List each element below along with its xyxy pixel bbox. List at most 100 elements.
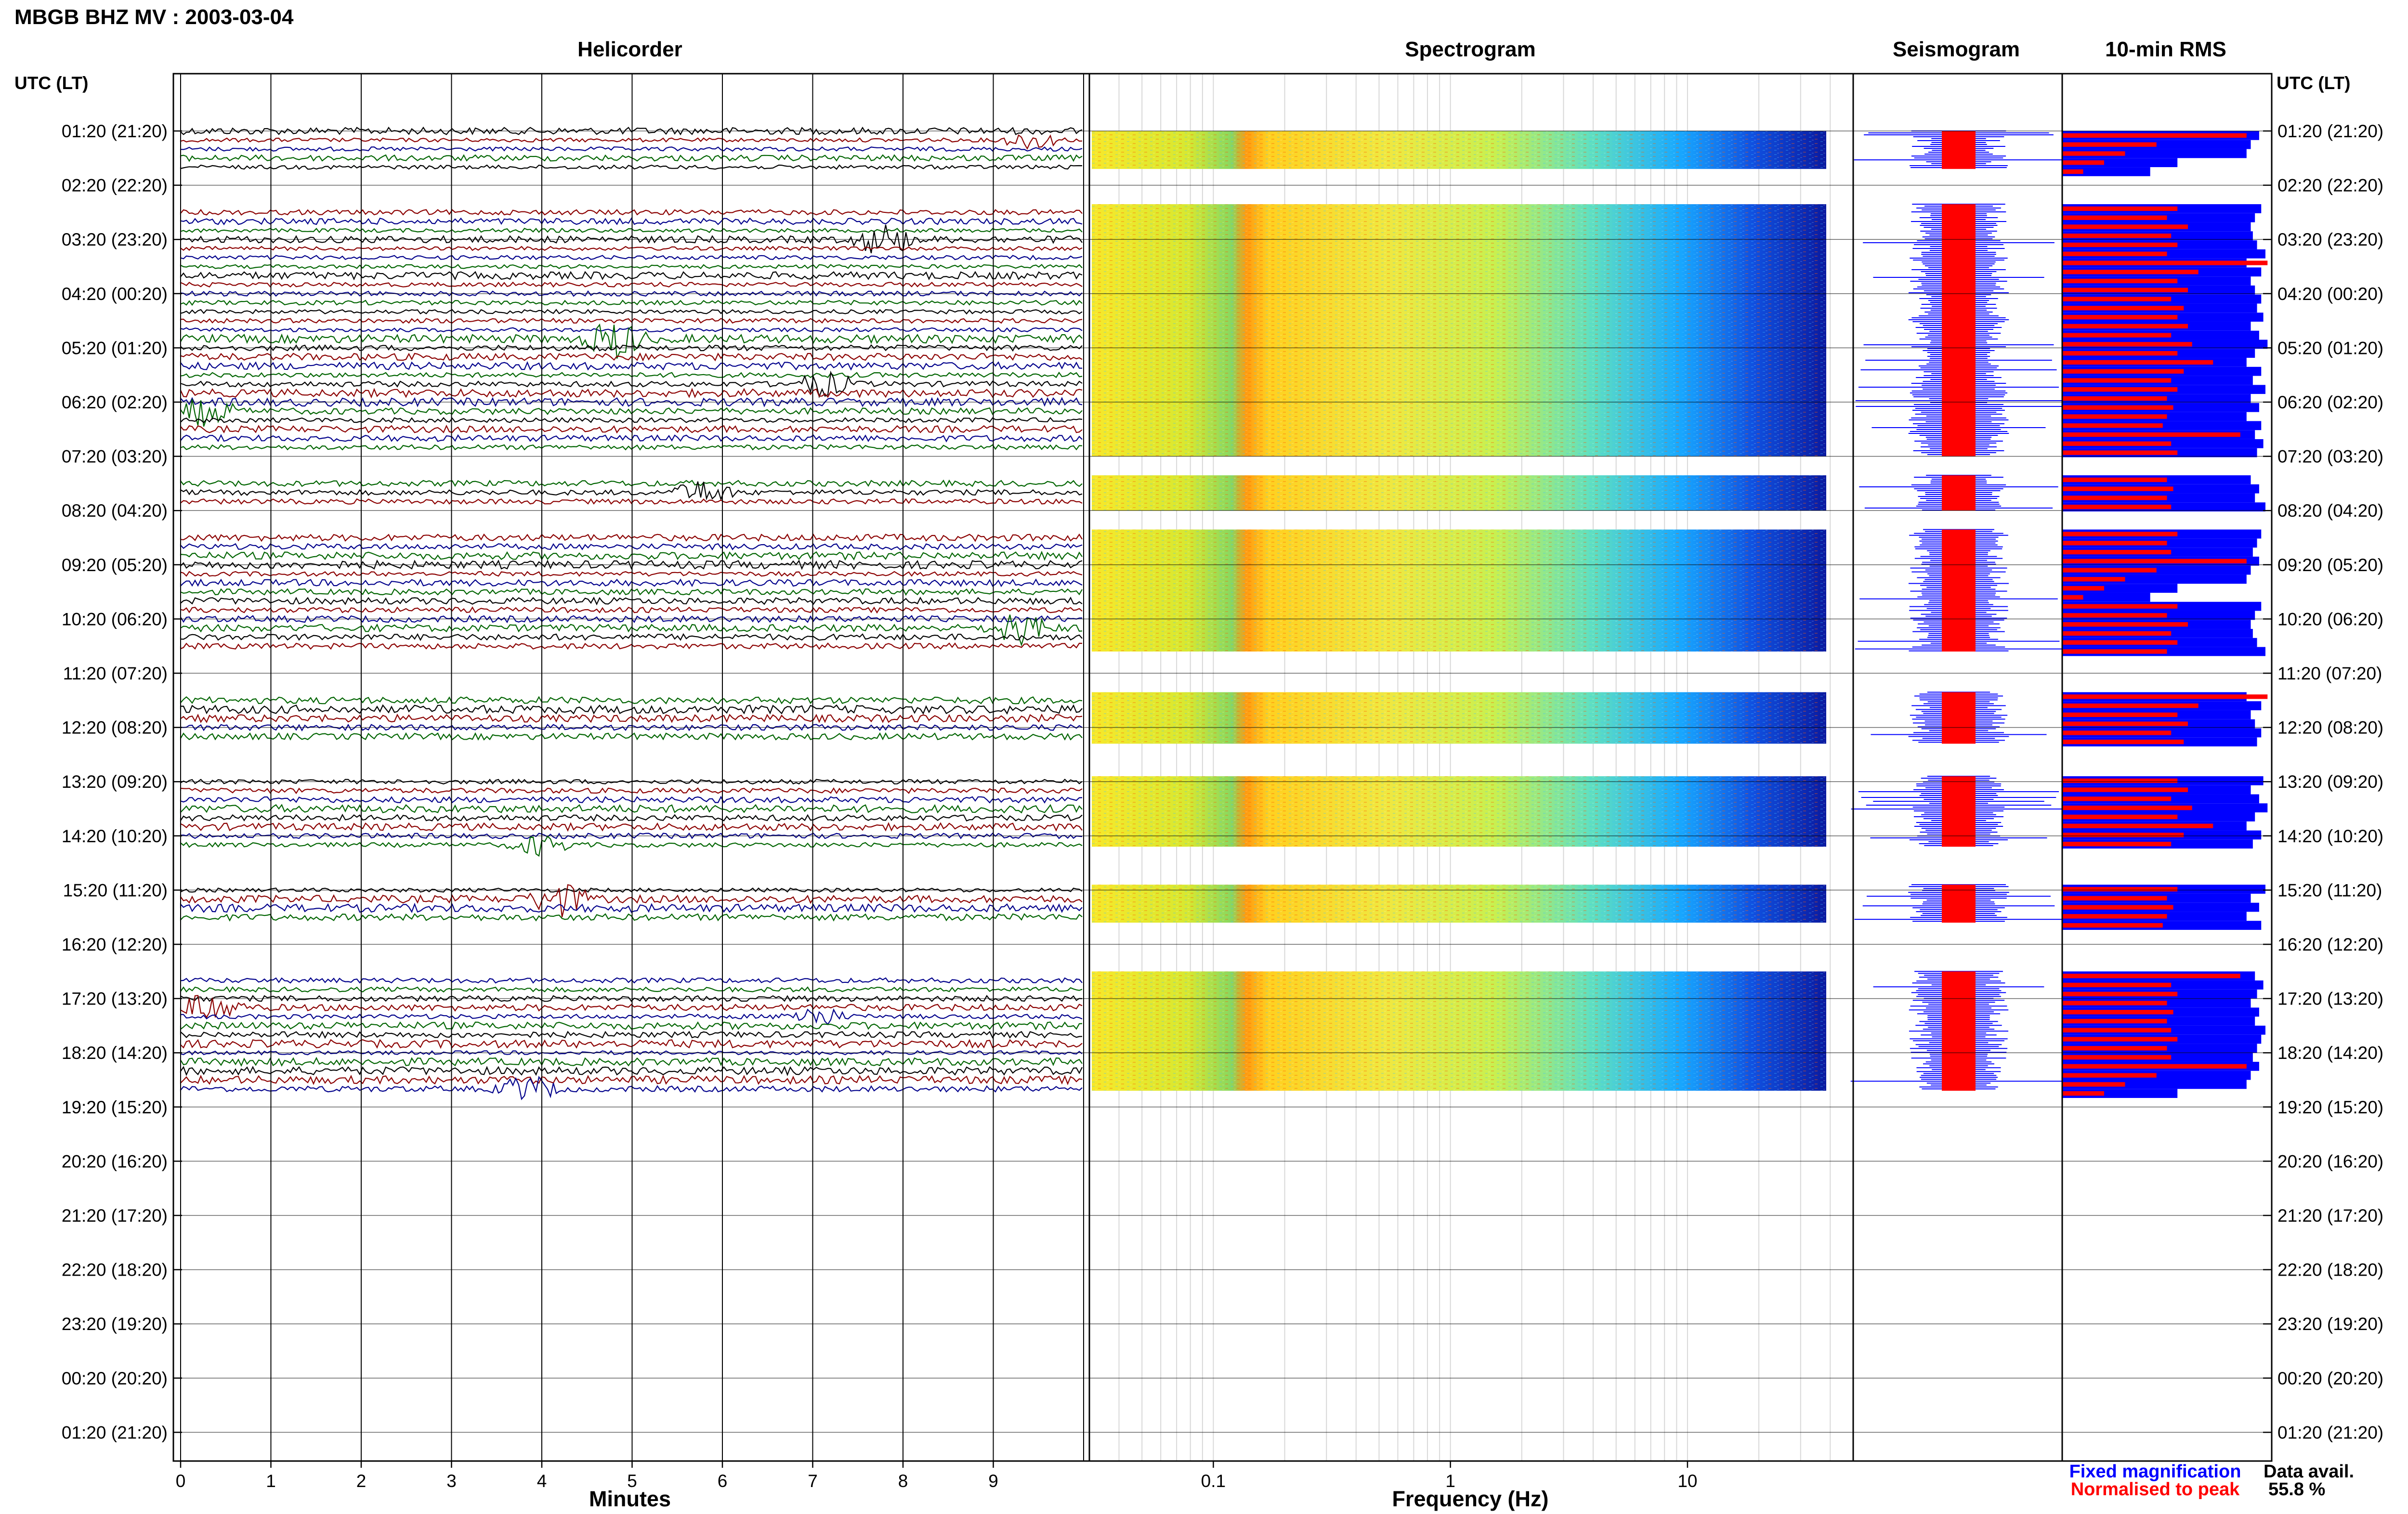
rms-normalised-bar <box>2062 541 2167 546</box>
panel-frames <box>172 73 2273 1462</box>
helicorder-trace <box>180 994 1083 1002</box>
helicorder-trace <box>180 884 1083 917</box>
helicorder-trace <box>180 804 1083 814</box>
helicorder-trace <box>180 352 1083 362</box>
data-availability-value: 55.8 % <box>2268 1479 2325 1500</box>
rms-normalised-bar <box>2062 595 2083 600</box>
rms-normalised-bar <box>2062 549 2172 555</box>
spectrogram-texture <box>1092 971 1826 1091</box>
legend-normalised-to-peak: Normalised to peak <box>2071 1479 2240 1500</box>
spectrogram-texture <box>1092 529 1826 652</box>
helicorder-trace <box>180 444 1083 451</box>
rms-normalised-bar <box>2062 224 2188 229</box>
helicorder-panel <box>180 74 1084 1461</box>
rms-normalised-bar <box>2062 532 2178 536</box>
rms-normalised-bar <box>2062 142 2157 147</box>
rms-normalised-bar <box>2062 1018 2167 1024</box>
legend-fixed-magnification: Fixed magnification <box>2069 1462 2241 1482</box>
rms-normalised-bar <box>2062 982 2172 988</box>
helicorder-trace <box>180 246 1083 251</box>
helicorder-trace <box>180 271 1083 281</box>
helicorder-trace <box>180 995 1083 1018</box>
hour-label-right: 23:20 (19:20) <box>2277 1314 2383 1334</box>
minutes-tick-label: 8 <box>898 1471 908 1491</box>
helicorder-trace <box>180 835 1083 857</box>
helicorder-trace <box>180 633 1083 641</box>
helicorder-trace <box>180 424 1083 434</box>
rms-normalised-bar <box>2062 486 2173 491</box>
helicorder-trace <box>180 209 1083 216</box>
rms-normalised-bar <box>2062 787 2188 792</box>
rms-normalised-bar <box>2062 450 2178 455</box>
hour-label-left: 22:20 (18:20) <box>62 1260 168 1280</box>
helicorder-trace <box>180 723 1083 731</box>
spectrogram-title: Spectrogram <box>1405 38 1535 61</box>
seismogram-normalised-trace <box>1942 131 1976 169</box>
panel-frame <box>172 73 1090 1462</box>
hour-label-right: 04:20 (00:20) <box>2277 284 2383 304</box>
hour-label-left: 14:20 (10:20) <box>62 826 168 846</box>
helicorder-trace <box>180 550 1083 561</box>
rms-normalised-bar <box>2062 631 2172 636</box>
helicorder-trace <box>180 887 1083 893</box>
rms-normalised-bar <box>2062 333 2172 338</box>
helicorder-trace <box>180 300 1083 306</box>
helicorder-trace <box>180 588 1083 596</box>
helicorder-trace <box>180 606 1083 614</box>
minutes-tick-label: 2 <box>356 1471 366 1491</box>
x-axes: 0 1 2 3 4 5 6 7 8 9 0.1 1 10 <box>176 1461 1698 1491</box>
seismogram-normalised-trace <box>1942 529 1976 652</box>
hour-label-right: 09:20 (05:20) <box>2277 555 2383 575</box>
helicorder-trace <box>180 813 1083 822</box>
rms-normalised-bar <box>2062 169 2083 174</box>
rms-normalised-bar <box>2062 586 2104 591</box>
spectrogram-texture <box>1092 131 1826 169</box>
hour-label-right: 15:20 (11:20) <box>2277 880 2382 900</box>
minutes-tick-label: 5 <box>627 1471 637 1491</box>
helicorder-trace <box>180 704 1083 715</box>
rms-normalised-bar <box>2062 796 2172 801</box>
rms-normalised-bar <box>2062 1010 2173 1015</box>
hour-label-right: 20:20 (16:20) <box>2277 1151 2383 1171</box>
rms-normalised-bar <box>2062 324 2188 329</box>
hour-label-left: 07:20 (03:20) <box>62 447 168 467</box>
rms-normalised-bar <box>2062 559 2247 563</box>
hour-label-right: 18:20 (14:20) <box>2277 1043 2383 1063</box>
rms-normalised-bar <box>2062 923 2163 928</box>
rms-normalised-bar <box>2062 731 2172 735</box>
rms-normalised-bar <box>2062 992 2178 996</box>
hour-label-left: 15:20 (11:20) <box>63 880 168 900</box>
rms-normalised-bar <box>2062 314 2178 320</box>
rms-normalised-bar <box>2062 1082 2125 1087</box>
hour-label-left: 08:20 (04:20) <box>62 501 168 521</box>
rms-normalised-bar <box>2062 1046 2167 1051</box>
rms-normalised-bar <box>2062 360 2213 365</box>
rms-normalised-bar <box>2062 1028 2172 1032</box>
rms-normalised-bar <box>2062 151 2125 156</box>
hour-label-left: 18:20 (14:20) <box>62 1043 168 1063</box>
hour-label-right: 02:20 (22:20) <box>2277 176 2383 196</box>
rms-normalised-bar <box>2062 823 2213 828</box>
rms-normalised-bar <box>2062 721 2188 726</box>
spectrogram-texture <box>1092 204 1826 457</box>
helicorder-trace <box>180 977 1083 984</box>
seismogram-title: Seismogram <box>1893 38 2020 61</box>
helicorder-trace <box>180 1039 1083 1049</box>
rms-normalised-bar <box>2062 133 2247 138</box>
rms-normalised-bar <box>2062 1001 2167 1005</box>
minutes-axis-label: Minutes <box>589 1487 671 1511</box>
rms-normalised-bar <box>2062 712 2178 718</box>
helicorder-trace <box>180 543 1083 551</box>
rms-fixed-bar <box>2062 167 2150 176</box>
spectrogram-texture <box>1092 475 1826 511</box>
spectrogram-texture <box>1092 692 1826 744</box>
rms-normalised-bar <box>2062 896 2167 901</box>
rms-normalised-bar <box>2062 160 2104 165</box>
minutes-tick-label: 6 <box>718 1471 728 1491</box>
helicorder-trace <box>180 370 1083 399</box>
helicorder-trace <box>180 281 1083 288</box>
hour-label-left: 11:20 (07:20) <box>63 664 168 683</box>
hour-label-right: 01:20 (21:20) <box>2277 1423 2383 1442</box>
